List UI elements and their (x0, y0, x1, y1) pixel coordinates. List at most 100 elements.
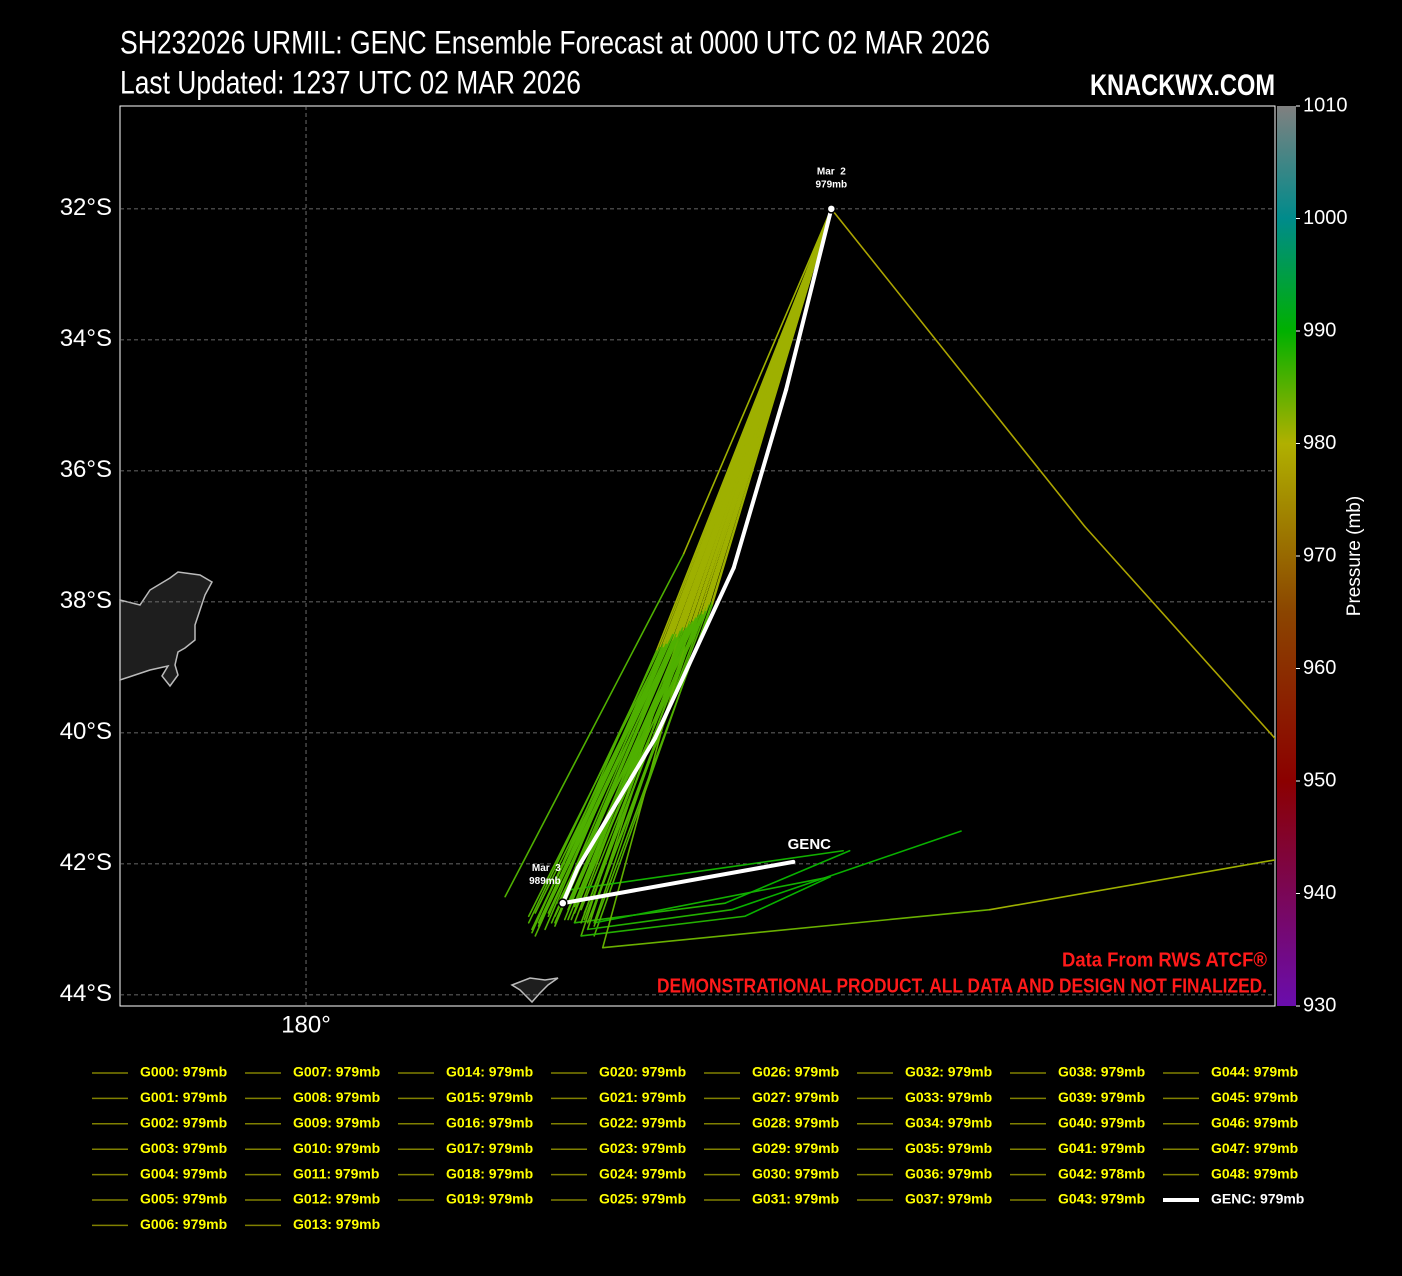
y-tick-label: 34°S (60, 325, 112, 352)
track-segment (724, 849, 851, 904)
watermark: KNACKWX.COM (1090, 69, 1275, 102)
track-segment (601, 908, 991, 949)
legend-label: G025: 979mb (599, 1191, 686, 1207)
track-segment (504, 553, 685, 898)
legend-label: G048: 979mb (1211, 1165, 1298, 1181)
legend-label: G033: 979mb (905, 1089, 992, 1105)
legend-label: G014: 979mb (446, 1064, 533, 1080)
legend-label: G032: 979mb (905, 1064, 992, 1080)
x-tick-label: 180° (281, 1011, 331, 1038)
track-segment (675, 208, 833, 639)
track-segment (601, 640, 687, 949)
legend-label: G046: 979mb (1211, 1115, 1298, 1131)
track-segment (580, 915, 746, 937)
legend-label: G034: 979mb (905, 1115, 992, 1131)
legend-label: G042: 978mb (1058, 1165, 1145, 1181)
point-pressure: 979mb (815, 179, 847, 190)
track-point (826, 204, 837, 214)
track-segment (567, 627, 687, 921)
legend-label: G040: 979mb (1058, 1115, 1145, 1131)
legend-label: G013: 979mb (293, 1216, 380, 1232)
track-segment (586, 607, 707, 924)
note: DEMONSTRATIONAL PRODUCT. ALL DATA AND DE… (657, 975, 1267, 997)
legend-label: G009: 979mb (293, 1115, 380, 1131)
legend-label: G027: 979mb (752, 1089, 839, 1105)
legend-label: G037: 979mb (905, 1191, 992, 1207)
track-segment (730, 830, 962, 911)
legend-label: G016: 979mb (446, 1115, 533, 1131)
colorbar-tick-label: 980 (1303, 432, 1336, 454)
colorbar (1277, 106, 1296, 1006)
track-segment (1083, 525, 1275, 739)
colorbar-tick-label: 960 (1303, 657, 1336, 679)
y-tick-label: 38°S (60, 587, 112, 614)
track-segment (593, 876, 831, 924)
track-segment (527, 646, 664, 918)
legend-label: G011: 979mb (293, 1165, 379, 1181)
legend-label: G021: 979mb (599, 1089, 686, 1105)
legend-label: G023: 979mb (599, 1140, 686, 1156)
legend-label: G038: 979mb (1058, 1064, 1145, 1080)
track-segment (685, 208, 833, 629)
chart-subtitle: Last Updated: 1237 UTC 02 MAR 2026 (120, 64, 581, 100)
main-track-segment (560, 865, 580, 906)
legend-label: G010: 979mb (293, 1140, 380, 1156)
main-track-segment (731, 387, 789, 570)
y-tick-label: 32°S (60, 194, 112, 221)
main-track-segment (575, 736, 658, 870)
colorbar-tick-label: 1010 (1303, 94, 1348, 116)
main-track-segment (560, 859, 796, 906)
track-label: GENC (788, 836, 832, 853)
legend-label: G028: 979mb (752, 1115, 839, 1131)
legend-label: G004: 979mb (140, 1165, 227, 1181)
legend-label: G018: 979mb (446, 1165, 533, 1181)
legend-label: G008: 979mb (293, 1089, 380, 1105)
track-segment (531, 643, 668, 931)
point-pressure: 989mb (529, 876, 561, 887)
land (510, 977, 559, 1004)
legend-label: G020: 979mb (599, 1064, 686, 1080)
legend-label: G043: 979mb (1058, 1191, 1145, 1207)
y-tick-label: 36°S (60, 456, 112, 483)
colorbar-tick-label: 990 (1303, 319, 1336, 341)
colorbar-tick-label: 970 (1303, 544, 1336, 566)
legend-label: G031: 979mb (752, 1191, 839, 1207)
legend-label: G001: 979mb (140, 1089, 227, 1105)
colorbar-label: Pressure (mb) (1344, 496, 1365, 616)
tracks (504, 208, 1275, 949)
legend-label: G041: 979mb (1058, 1140, 1145, 1156)
legend-label: G017: 979mb (446, 1140, 533, 1156)
track-segment (567, 610, 707, 904)
legend-label: G012: 979mb (293, 1191, 380, 1207)
legend-label: G035: 979mb (905, 1140, 992, 1156)
legend-label: G000: 979mb (140, 1064, 227, 1080)
track-segment (744, 876, 831, 918)
track-segment (704, 208, 833, 613)
land (119, 571, 214, 688)
main-track-segment (784, 206, 834, 392)
colorbar-tick-label: 940 (1303, 882, 1336, 904)
legend-label: G005: 979mb (140, 1191, 227, 1207)
legend-label: G015: 979mb (446, 1089, 533, 1105)
main-track-segment (653, 565, 736, 741)
colorbar-tick-label: 930 (1303, 994, 1336, 1016)
track-segment (547, 637, 677, 914)
track-segment (682, 208, 833, 556)
note: Data From RWS ATCF® (1062, 949, 1267, 971)
legend-label: G045: 979mb (1211, 1089, 1298, 1105)
legend-label: G022: 979mb (599, 1115, 686, 1131)
track-point (558, 898, 568, 908)
y-tick-label: 42°S (60, 849, 112, 876)
legend-label: G029: 979mb (752, 1140, 839, 1156)
legend-label: G047: 979mb (1211, 1140, 1298, 1156)
legend-label: G036: 979mb (905, 1165, 992, 1181)
track-segment (665, 208, 833, 646)
track-segment (989, 859, 1275, 911)
legend-label: G030: 979mb (752, 1165, 839, 1181)
grid: 32°S 34°S 36°S 38°S 40°S 42°S 44°S 180° (60, 106, 1275, 1038)
legend-label: GENC: 979mb (1211, 1191, 1304, 1207)
point-date: Mar 3 (532, 863, 561, 874)
track-segment (830, 208, 1086, 528)
legend-label: G044: 979mb (1211, 1064, 1298, 1080)
